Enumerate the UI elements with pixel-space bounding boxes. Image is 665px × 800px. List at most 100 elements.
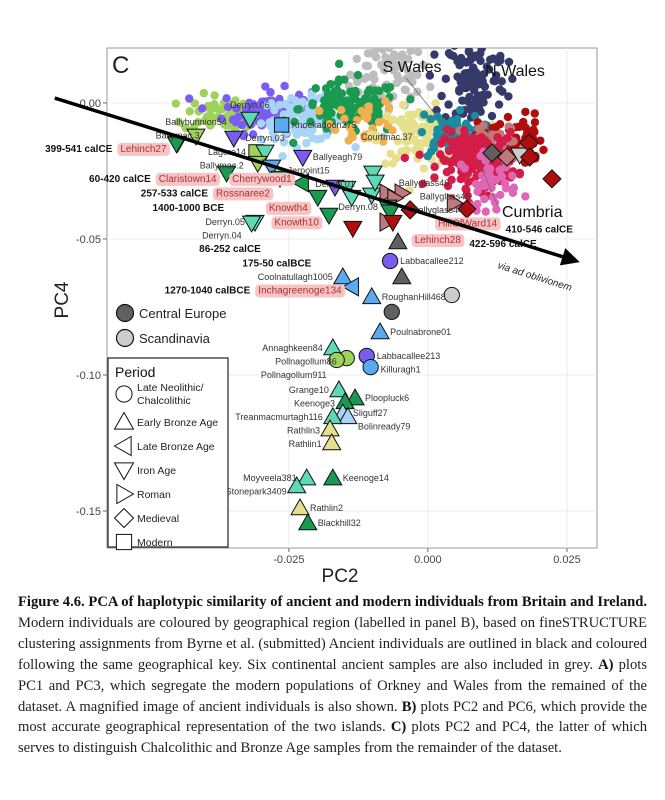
modern-point <box>360 112 369 121</box>
modern-point <box>275 94 284 104</box>
modern-point <box>530 109 539 118</box>
modern-point <box>287 94 296 103</box>
y-tick-label: -0.15 <box>76 506 101 518</box>
ancient-sample-marker <box>290 498 310 516</box>
figure-caption: Figure 4.6. PCA of haplotypic similarity… <box>18 592 647 759</box>
modern-point <box>293 105 302 114</box>
modern-point <box>397 31 405 39</box>
modern-point <box>427 147 436 156</box>
ancient-sample-marker <box>223 130 244 149</box>
modern-point <box>504 92 513 101</box>
modern-point <box>231 96 240 105</box>
modern-point <box>413 48 423 57</box>
ancient-sample-marker <box>307 189 328 208</box>
modern-point <box>464 48 473 57</box>
modern-point <box>351 142 360 152</box>
modern-point <box>456 141 465 151</box>
modern-point <box>198 104 207 113</box>
sample-label-highlight <box>229 172 296 186</box>
ancient-sample-marker <box>497 147 517 167</box>
modern-point <box>393 137 402 146</box>
region-leader-line <box>477 159 499 207</box>
legend-shape-lba <box>113 435 132 457</box>
sample-label: Pollnagollum911 <box>261 370 327 380</box>
period-legend: Period Late Neolithic/Chalcolithic Early B… <box>107 357 229 551</box>
sample-label-highlight <box>271 216 323 230</box>
modern-point <box>503 133 512 143</box>
modern-point <box>508 74 517 84</box>
sample-label: RoughanHill468 <box>382 292 446 302</box>
modern-point <box>409 37 417 45</box>
modern-point <box>417 127 427 137</box>
modern-point <box>386 149 395 158</box>
sample-label: Stonepark3409 <box>226 487 287 497</box>
modern-point <box>379 137 388 146</box>
modern-point <box>470 86 479 95</box>
date-annotation: 175-50 calBCE <box>242 259 311 270</box>
region-label: Cumbria <box>502 204 563 221</box>
modern-point <box>210 91 219 100</box>
x-tick-label: 0.000 <box>414 554 442 566</box>
modern-point <box>441 74 451 84</box>
modern-point <box>392 154 401 163</box>
modern-point <box>462 77 471 86</box>
sample-label: Bolinready79 <box>358 422 411 432</box>
modern-point <box>477 48 486 53</box>
modern-point <box>530 127 539 137</box>
modern-point <box>334 59 344 69</box>
modern-point <box>440 134 449 143</box>
modern-point <box>496 190 505 200</box>
modern-point <box>508 171 517 181</box>
modern-point <box>353 70 363 80</box>
modern-point <box>480 175 489 184</box>
caption-b-text: plots PC2 and PC6, which provide the mos… <box>18 698 647 736</box>
ancient-sample-marker <box>370 321 390 340</box>
modern-point <box>430 173 439 182</box>
region-labels: S Wales N Wales Cumbria <box>383 59 563 221</box>
date-annotation: 1400-1000 BCE <box>152 203 224 214</box>
modern-point <box>302 139 311 148</box>
modern-point <box>397 147 406 156</box>
y-axis-label: PC4 <box>52 281 73 318</box>
modern-point <box>488 123 497 133</box>
date-annotations: 399-541 calCE 60-420 calCE 257-533 calCE 14… <box>45 144 573 297</box>
sample-label: Rathlin1 <box>289 439 322 449</box>
legend-swatch-scandinavia <box>115 328 135 348</box>
modern-point <box>419 110 429 119</box>
modern-point <box>463 57 473 66</box>
sample-label: Claristown14 <box>159 174 217 185</box>
modern-point <box>395 75 404 85</box>
modern-point <box>330 125 340 135</box>
sample-label: Moyveela381 <box>243 473 297 483</box>
modern-point <box>496 136 505 146</box>
modern-point <box>476 56 485 66</box>
sample-label: Keenoge14 <box>343 473 389 483</box>
sample-label: Labbacallee213 <box>377 351 441 361</box>
modern-point <box>378 19 386 27</box>
legend-shape-modern <box>115 533 133 551</box>
modern-point <box>314 106 324 116</box>
modern-point <box>487 111 497 121</box>
region-label: S Wales <box>383 59 442 76</box>
date-annotation: 399-541 calCE <box>45 144 113 155</box>
ancient-sample-marker <box>319 207 339 226</box>
modern-point <box>465 147 474 156</box>
modern-point <box>433 125 442 134</box>
modern-point <box>446 127 456 136</box>
modern-point <box>230 115 239 125</box>
continental-legend: Central Europe Scandinavia <box>115 303 226 348</box>
modern-point <box>430 162 439 172</box>
modern-point <box>270 105 279 115</box>
modern-point <box>336 105 346 115</box>
sample-label: Courtmac.37 <box>361 132 413 142</box>
sample-label: Killuragh1 <box>381 364 421 374</box>
modern-point <box>515 122 524 131</box>
modern-point <box>384 48 394 53</box>
modern-point <box>400 153 409 163</box>
modern-point <box>471 160 480 169</box>
x-tick-label: -0.025 <box>273 554 304 566</box>
modern-point <box>342 96 352 105</box>
modern-point <box>426 82 435 92</box>
modern-point <box>214 105 223 115</box>
